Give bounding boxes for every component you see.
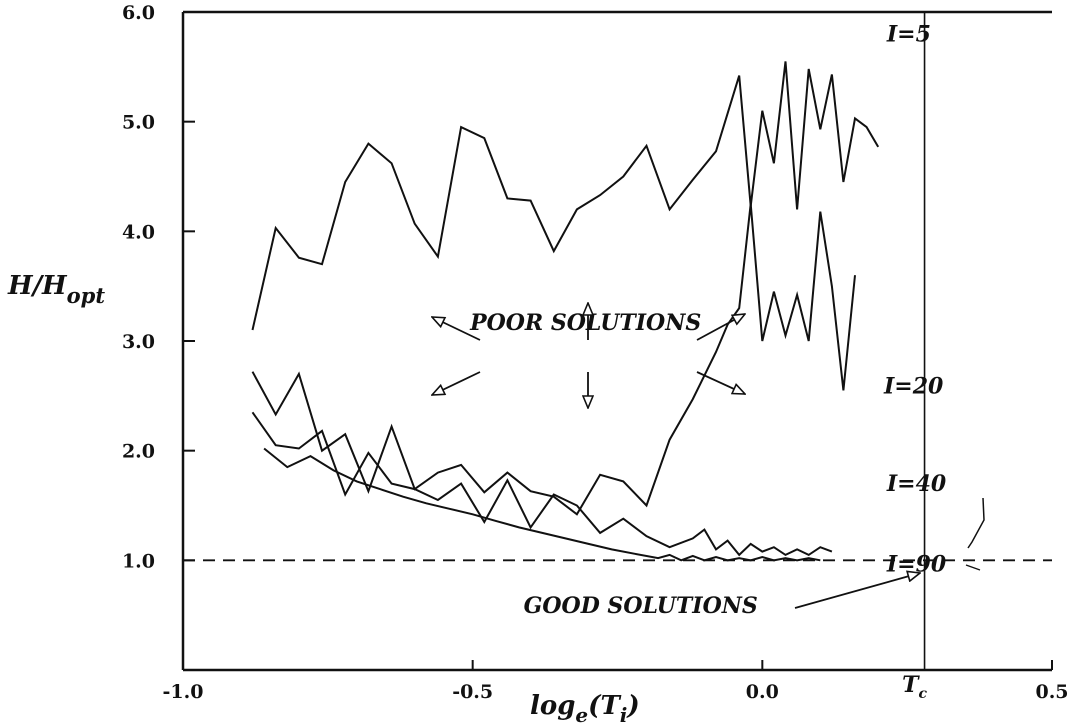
y-tick-label: 2.0: [122, 441, 155, 463]
axis-ticks: -1.0 -0.5 0.0 0.5 1.0 2.0 3.0 4.0 5.0 6.0: [122, 2, 1069, 703]
i40-label-leader-line: [967, 497, 985, 549]
y-axis-title: H/Hopt: [7, 271, 105, 308]
poor-arrow-down-left: [432, 371, 481, 395]
i90-label-leader-line: [965, 564, 981, 571]
series-label-i5: I=5: [886, 22, 931, 48]
y-tick-label: 6.0: [122, 2, 155, 24]
poor-solutions-annotation: POOR SOLUTIONS: [469, 310, 701, 336]
series-label-i20: I=20: [883, 374, 944, 400]
x-tick-label: 0.0: [746, 681, 779, 703]
poor-arrow-down-right: [696, 371, 745, 394]
y-tick-label: 4.0: [122, 221, 155, 243]
series-line-i5: [251, 61, 880, 331]
critical-temperature-label: Tc: [902, 672, 927, 702]
series-line-i20: [251, 203, 856, 516]
x-tick-label: 0.5: [1035, 681, 1068, 703]
series-line-i40: [251, 411, 833, 557]
y-tick-label: 3.0: [122, 331, 155, 353]
x-axis-title: loge(Ti): [530, 691, 640, 726]
y-tick-label: 5.0: [122, 112, 155, 134]
series-label-i40: I=40: [886, 471, 947, 497]
y-tick-label: 1.0: [122, 550, 155, 572]
good-solutions-arrow: [794, 573, 920, 609]
x-tick-label: -0.5: [452, 681, 493, 703]
poor-arrow-up-left: [432, 317, 481, 341]
x-tick-label: -1.0: [163, 681, 204, 703]
good-solutions-annotation: GOOD SOLUTIONS: [524, 593, 758, 619]
poor-arrow-up-right: [696, 314, 745, 341]
series-lines: [251, 61, 880, 562]
series-line-i90: [263, 447, 821, 562]
